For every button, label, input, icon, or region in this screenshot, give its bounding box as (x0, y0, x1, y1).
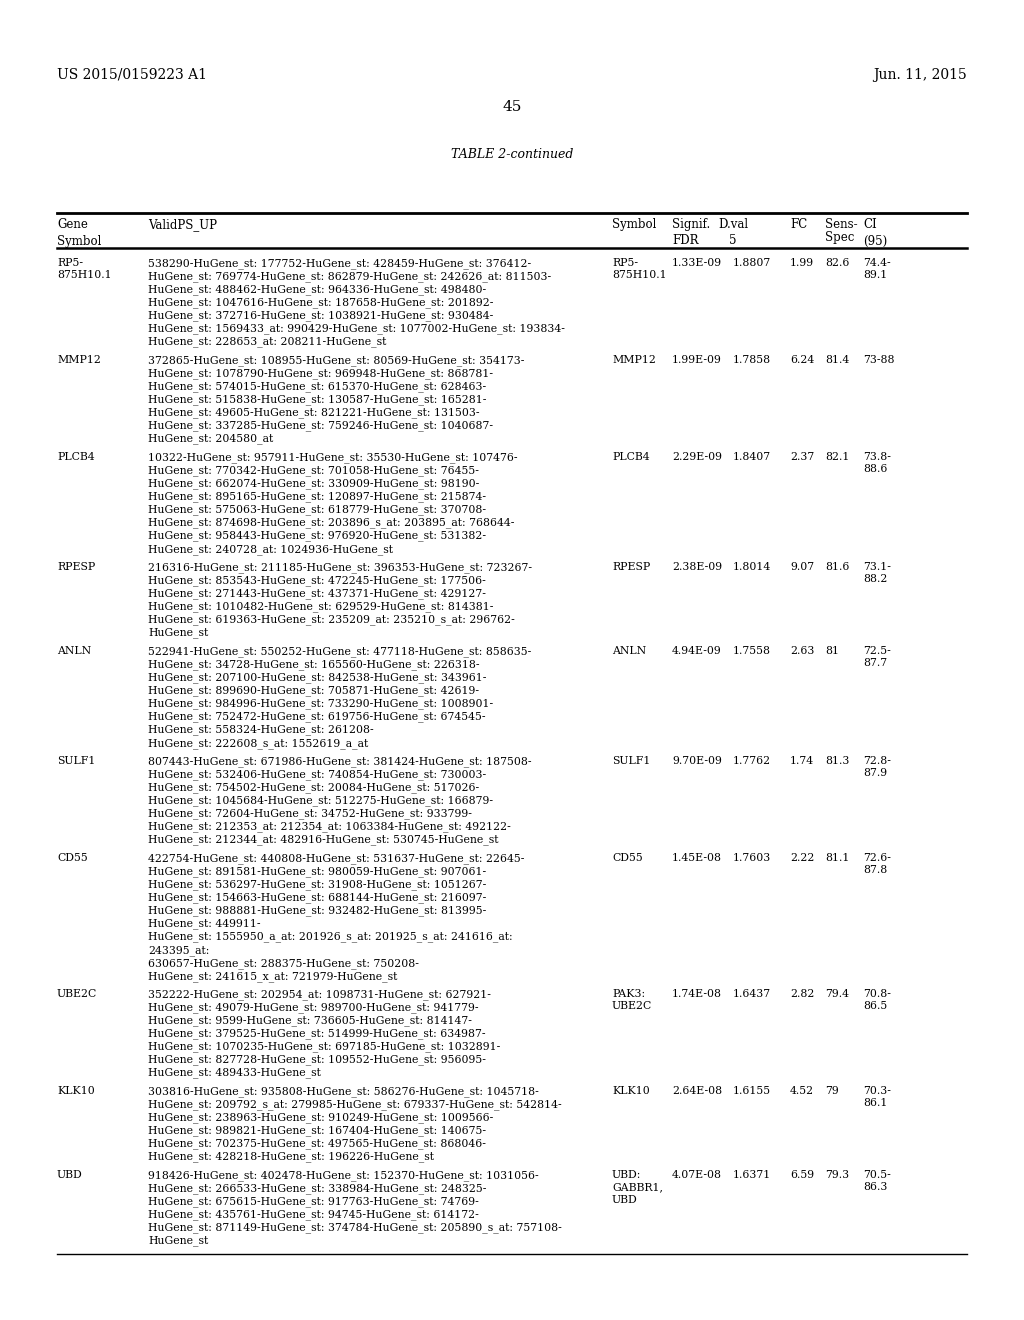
Text: UBE2C: UBE2C (57, 989, 97, 999)
Text: 1.45E-08: 1.45E-08 (672, 853, 722, 863)
Text: 303816-HuGene_st: 935808-HuGene_st: 586276-HuGene_st: 1045718-
HuGene_st: 209792: 303816-HuGene_st: 935808-HuGene_st: 5862… (148, 1086, 561, 1163)
Text: RP5-
875H10.1: RP5- 875H10.1 (612, 257, 667, 280)
Text: 2.22: 2.22 (790, 853, 814, 863)
Text: 1.6371: 1.6371 (733, 1170, 771, 1180)
Text: 1.7603: 1.7603 (733, 853, 771, 863)
Text: 70.8-
86.5: 70.8- 86.5 (863, 989, 891, 1011)
Text: ANLN: ANLN (57, 645, 91, 656)
Text: PLCB4: PLCB4 (612, 451, 649, 462)
Text: 4.07E-08: 4.07E-08 (672, 1170, 722, 1180)
Text: SULF1: SULF1 (57, 756, 95, 766)
Text: 79.4: 79.4 (825, 989, 849, 999)
Text: 72.6-
87.8: 72.6- 87.8 (863, 853, 891, 875)
Text: FC: FC (790, 218, 807, 231)
Text: Signif.
FDR: Signif. FDR (672, 218, 711, 248)
Text: D.val
5: D.val 5 (718, 218, 749, 248)
Text: 1.74: 1.74 (790, 756, 814, 766)
Text: US 2015/0159223 A1: US 2015/0159223 A1 (57, 69, 207, 82)
Text: 1.99E-09: 1.99E-09 (672, 355, 722, 366)
Text: 70.5-
86.3: 70.5- 86.3 (863, 1170, 891, 1192)
Text: 918426-HuGene_st: 402478-HuGene_st: 152370-HuGene_st: 1031056-
HuGene_st: 266533: 918426-HuGene_st: 402478-HuGene_st: 1523… (148, 1170, 562, 1246)
Text: 6.24: 6.24 (790, 355, 814, 366)
Text: 1.8807: 1.8807 (733, 257, 771, 268)
Text: 1.7762: 1.7762 (733, 756, 771, 766)
Text: 2.38E-09: 2.38E-09 (672, 562, 722, 572)
Text: 79: 79 (825, 1086, 839, 1096)
Text: Spec: Spec (825, 231, 854, 244)
Text: PAK3:
UBE2C: PAK3: UBE2C (612, 989, 652, 1011)
Text: 1.6437: 1.6437 (733, 989, 771, 999)
Text: 2.82: 2.82 (790, 989, 814, 999)
Text: 2.37: 2.37 (790, 451, 814, 462)
Text: 1.8014: 1.8014 (733, 562, 771, 572)
Text: 4.52: 4.52 (790, 1086, 814, 1096)
Text: 81.6: 81.6 (825, 562, 849, 572)
Text: 72.8-
87.9: 72.8- 87.9 (863, 756, 891, 779)
Text: RP5-
875H10.1: RP5- 875H10.1 (57, 257, 112, 280)
Text: 9.07: 9.07 (790, 562, 814, 572)
Text: 2.29E-09: 2.29E-09 (672, 451, 722, 462)
Text: UBD: UBD (57, 1170, 83, 1180)
Text: RPESP: RPESP (612, 562, 650, 572)
Text: 81.3: 81.3 (825, 756, 849, 766)
Text: Symbol: Symbol (612, 218, 656, 231)
Text: 538290-HuGene_st: 177752-HuGene_st: 428459-HuGene_st: 376412-
HuGene_st: 769774-: 538290-HuGene_st: 177752-HuGene_st: 4284… (148, 257, 565, 347)
Text: PLCB4: PLCB4 (57, 451, 94, 462)
Text: TABLE 2-continued: TABLE 2-continued (451, 148, 573, 161)
Text: MMP12: MMP12 (57, 355, 101, 366)
Text: 72.5-
87.7: 72.5- 87.7 (863, 645, 891, 668)
Text: 2.63: 2.63 (790, 645, 814, 656)
Text: 81.1: 81.1 (825, 853, 849, 863)
Text: 1.8407: 1.8407 (733, 451, 771, 462)
Text: 1.7558: 1.7558 (733, 645, 771, 656)
Text: MMP12: MMP12 (612, 355, 656, 366)
Text: CI
(95): CI (95) (863, 218, 887, 248)
Text: 1.74E-08: 1.74E-08 (672, 989, 722, 999)
Text: RPESP: RPESP (57, 562, 95, 572)
Text: 73-88: 73-88 (863, 355, 895, 366)
Text: 4.94E-09: 4.94E-09 (672, 645, 722, 656)
Text: 10322-HuGene_st: 957911-HuGene_st: 35530-HuGene_st: 107476-
HuGene_st: 770342-Hu: 10322-HuGene_st: 957911-HuGene_st: 35530… (148, 451, 517, 554)
Text: 45: 45 (503, 100, 521, 114)
Text: SULF1: SULF1 (612, 756, 650, 766)
Text: Gene
Symbol: Gene Symbol (57, 218, 101, 248)
Text: 9.70E-09: 9.70E-09 (672, 756, 722, 766)
Text: UBD:
GABBR1,
UBD: UBD: GABBR1, UBD (612, 1170, 663, 1205)
Text: ANLN: ANLN (612, 645, 646, 656)
Text: ValidPS_UP: ValidPS_UP (148, 218, 217, 231)
Text: 70.3-
86.1: 70.3- 86.1 (863, 1086, 891, 1109)
Text: 1.7858: 1.7858 (733, 355, 771, 366)
Text: 216316-HuGene_st: 211185-HuGene_st: 396353-HuGene_st: 723267-
HuGene_st: 853543-: 216316-HuGene_st: 211185-HuGene_st: 3963… (148, 562, 532, 639)
Text: 74.4-
89.1: 74.4- 89.1 (863, 257, 891, 280)
Text: 422754-HuGene_st: 440808-HuGene_st: 531637-HuGene_st: 22645-
HuGene_st: 891581-H: 422754-HuGene_st: 440808-HuGene_st: 5316… (148, 853, 524, 982)
Text: 73.1-
88.2: 73.1- 88.2 (863, 562, 891, 585)
Text: 6.59: 6.59 (790, 1170, 814, 1180)
Text: 1.99: 1.99 (790, 257, 814, 268)
Text: CD55: CD55 (612, 853, 643, 863)
Text: 73.8-
88.6: 73.8- 88.6 (863, 451, 891, 474)
Text: CD55: CD55 (57, 853, 88, 863)
Text: 352222-HuGene_st: 202954_at: 1098731-HuGene_st: 627921-
HuGene_st: 49079-HuGene_: 352222-HuGene_st: 202954_at: 1098731-HuG… (148, 989, 501, 1078)
Text: 522941-HuGene_st: 550252-HuGene_st: 477118-HuGene_st: 858635-
HuGene_st: 34728-H: 522941-HuGene_st: 550252-HuGene_st: 4771… (148, 645, 531, 748)
Text: Jun. 11, 2015: Jun. 11, 2015 (873, 69, 967, 82)
Text: 1.33E-09: 1.33E-09 (672, 257, 722, 268)
Text: 79.3: 79.3 (825, 1170, 849, 1180)
Text: Sens-: Sens- (825, 218, 858, 231)
Text: 82.1: 82.1 (825, 451, 849, 462)
Text: KLK10: KLK10 (57, 1086, 95, 1096)
Text: 1.6155: 1.6155 (733, 1086, 771, 1096)
Text: 81: 81 (825, 645, 839, 656)
Text: 81.4: 81.4 (825, 355, 849, 366)
Text: 372865-HuGene_st: 108955-HuGene_st: 80569-HuGene_st: 354173-
HuGene_st: 1078790-: 372865-HuGene_st: 108955-HuGene_st: 8056… (148, 355, 524, 445)
Text: KLK10: KLK10 (612, 1086, 650, 1096)
Text: 2.64E-08: 2.64E-08 (672, 1086, 722, 1096)
Text: 807443-HuGene_st: 671986-HuGene_st: 381424-HuGene_st: 187508-
HuGene_st: 532406-: 807443-HuGene_st: 671986-HuGene_st: 3814… (148, 756, 531, 845)
Text: 82.6: 82.6 (825, 257, 849, 268)
